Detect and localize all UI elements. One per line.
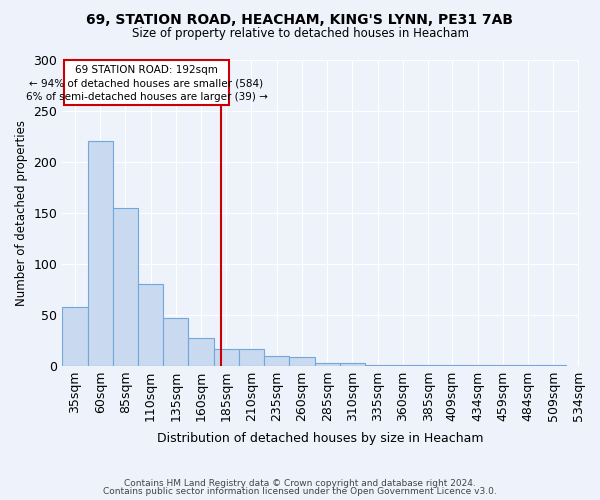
Bar (214, 349, 239, 366)
FancyBboxPatch shape (64, 60, 229, 105)
Bar (340, 364, 365, 366)
Text: Size of property relative to detached houses in Heacham: Size of property relative to detached ho… (131, 28, 469, 40)
Bar (515, 364, 541, 366)
Text: 6% of semi-detached houses are larger (39) →: 6% of semi-detached houses are larger (3… (26, 92, 268, 102)
Bar (390, 364, 415, 366)
Bar (415, 364, 441, 366)
Text: Contains public sector information licensed under the Open Government Licence v3: Contains public sector information licen… (103, 487, 497, 496)
Bar (264, 356, 289, 366)
X-axis label: Distribution of detached houses by size in Heacham: Distribution of detached houses by size … (157, 432, 484, 445)
Bar (188, 338, 214, 365)
Bar (163, 318, 188, 366)
Bar (138, 284, 163, 366)
Bar (239, 349, 264, 366)
Bar (314, 364, 340, 366)
Bar (465, 364, 490, 366)
Text: ← 94% of detached houses are smaller (584): ← 94% of detached houses are smaller (58… (29, 78, 263, 88)
Bar (113, 208, 138, 366)
Bar (88, 142, 113, 366)
Bar (440, 364, 465, 366)
Text: 69, STATION ROAD, HEACHAM, KING'S LYNN, PE31 7AB: 69, STATION ROAD, HEACHAM, KING'S LYNN, … (86, 12, 514, 26)
Bar (289, 358, 314, 366)
Bar (62, 308, 88, 366)
Bar (365, 364, 390, 366)
Text: Contains HM Land Registry data © Crown copyright and database right 2024.: Contains HM Land Registry data © Crown c… (124, 478, 476, 488)
Y-axis label: Number of detached properties: Number of detached properties (15, 120, 28, 306)
Bar (490, 364, 515, 366)
Bar (541, 364, 566, 366)
Text: 69 STATION ROAD: 192sqm: 69 STATION ROAD: 192sqm (75, 65, 218, 75)
